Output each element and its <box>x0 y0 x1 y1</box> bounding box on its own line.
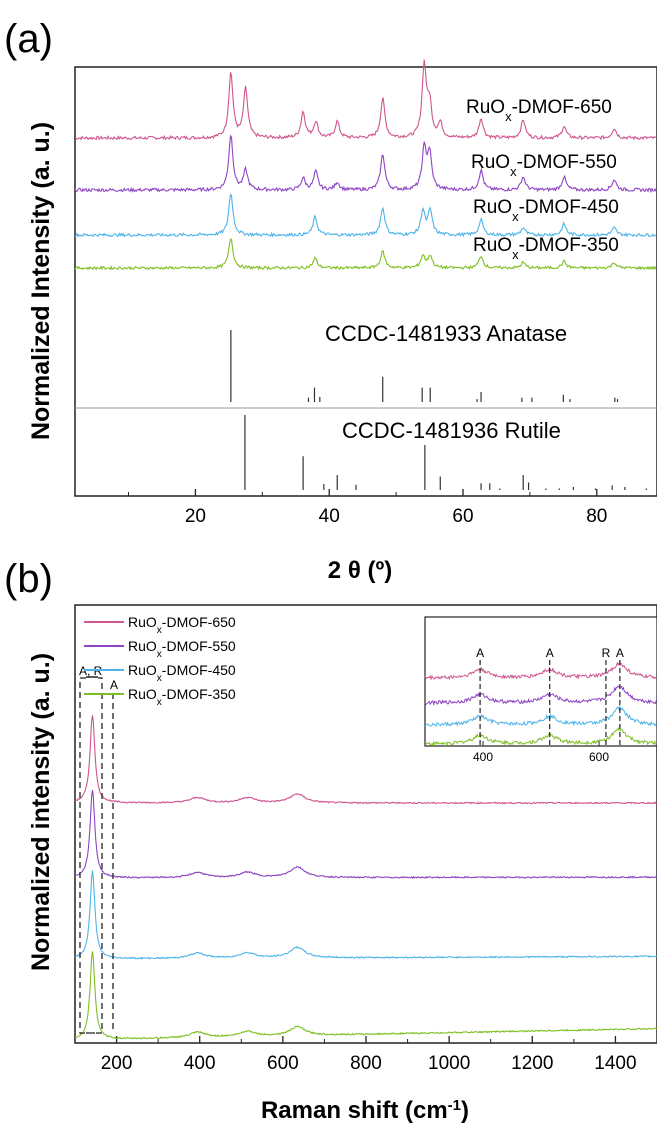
inset-curve-RuOx-DMOF-350 <box>424 727 657 747</box>
inset-marker-label: A <box>476 646 484 660</box>
legend-item-450: RuOx-DMOF-450 <box>84 662 236 684</box>
panel-a-y-axis-label: Normalized Intensity (a. u.) <box>27 122 55 440</box>
legend-label-450: RuOx-DMOF-450 <box>128 662 236 684</box>
x-tick-label: 1400 <box>594 1053 636 1074</box>
inset-curve-RuOx-DMOF-650 <box>424 661 657 681</box>
inset-marker-label: A <box>616 646 624 660</box>
inset-curve-RuOx-DMOF-450 <box>424 705 657 728</box>
legend-item-550: RuOx-DMOF-550 <box>84 638 236 660</box>
peak-annotation-box <box>79 677 103 1034</box>
legend-label-650: RuOx-DMOF-650 <box>128 614 236 636</box>
panel-a-label: (a) <box>4 17 53 61</box>
x-tick-label: 40 <box>319 506 340 527</box>
panel-a: (a) 20 40 60 80 RuOx-DMOF-650 RuOx-DMOF-550… <box>4 17 657 584</box>
panel-a-reference-label-rutile: CCDC-1481936 Rutile <box>342 418 561 443</box>
x-tick-label: 200 <box>101 1053 133 1074</box>
panel-a-x-ticks: 20 40 60 80 <box>128 489 607 527</box>
inset-marker-label: R <box>602 646 611 660</box>
panel-a-x-axis-label: 2 θ (º) <box>328 557 392 584</box>
inset-x-ticks: 400 600 <box>473 741 609 764</box>
raman-curve-RuOx-DMOF-350 <box>74 951 657 1040</box>
raman-curve-RuOx-DMOF-550 <box>74 790 657 879</box>
panel-b-y-axis-label: Normalized intensity (a. u.) <box>27 653 55 971</box>
panel-b-peak-annotation: A, R A <box>79 664 118 1034</box>
panel-b-legend: RuOx-DMOF-650 RuOx-DMOF-550 RuOx-DMOF-45… <box>84 614 236 708</box>
legend-label-350: RuOx-DMOF-350 <box>128 686 236 708</box>
x-tick-label: 1000 <box>428 1053 470 1074</box>
xrd-curve-RuOx-DMOF-450 <box>74 193 657 238</box>
panel-b-label: (b) <box>4 557 53 601</box>
raman-curve-RuOx-DMOF-450 <box>74 870 657 960</box>
panel-b-x-ticks: 200 400 600 800 1000 1200 1400 <box>74 1036 637 1074</box>
panel-a-series-label-550: RuOx-DMOF-550 <box>471 152 617 179</box>
panel-a-series-label-650: RuOx-DMOF-650 <box>466 97 612 124</box>
x-tick-label: 600 <box>267 1053 299 1074</box>
x-tick-label: 400 <box>184 1053 216 1074</box>
x-tick-label: 60 <box>452 506 473 527</box>
inset-curve-RuOx-DMOF-550 <box>424 685 657 707</box>
inset-tick-label: 400 <box>473 750 493 764</box>
raman-curve-RuOx-DMOF-650 <box>74 715 657 805</box>
inset-tick-label: 600 <box>589 750 609 764</box>
panel-a-curves <box>74 59 657 271</box>
x-tick-label: 800 <box>350 1053 382 1074</box>
x-tick-label: 1200 <box>511 1053 553 1074</box>
inset-frame <box>424 616 657 747</box>
panel-a-reference-sticks <box>230 330 647 490</box>
peak-annotation-a: A <box>110 678 118 692</box>
xrd-curve-RuOx-DMOF-550 <box>74 134 657 194</box>
legend-item-350: RuOx-DMOF-350 <box>84 686 236 708</box>
inset-marker-label: A <box>546 646 554 660</box>
inset-curves <box>424 661 657 747</box>
panel-a-reference-label-anatase: CCDC-1481933 Anatase <box>325 321 567 346</box>
legend-label-550: RuOx-DMOF-550 <box>128 638 236 660</box>
legend-item-650: RuOx-DMOF-650 <box>84 614 236 636</box>
panel-a-frame <box>74 66 657 497</box>
panel-a-series-label-350: RuOx-DMOF-350 <box>473 235 619 262</box>
panel-b: (b) 200 400 600 800 1000 1200 1400 A, R A RuOx… <box>4 557 657 1124</box>
panel-a-series-label-450: RuOx-DMOF-450 <box>473 197 619 224</box>
x-tick-label: 80 <box>586 506 607 527</box>
xrd-curve-RuOx-DMOF-350 <box>74 238 657 271</box>
x-tick-label: 20 <box>185 506 206 527</box>
panel-b-x-axis-label: Raman shift (cm-1) <box>261 1097 469 1125</box>
panel-b-curves <box>74 715 657 1040</box>
xrd-curve-RuOx-DMOF-650 <box>74 59 657 141</box>
